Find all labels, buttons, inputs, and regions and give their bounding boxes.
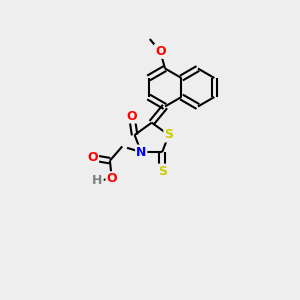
Text: N: N [136, 146, 146, 159]
Text: O: O [126, 110, 137, 122]
Text: O: O [106, 172, 117, 185]
Text: H: H [92, 174, 103, 187]
Text: S: S [158, 165, 167, 178]
Text: O: O [155, 45, 166, 58]
Text: S: S [164, 128, 173, 142]
Text: O: O [88, 151, 98, 164]
